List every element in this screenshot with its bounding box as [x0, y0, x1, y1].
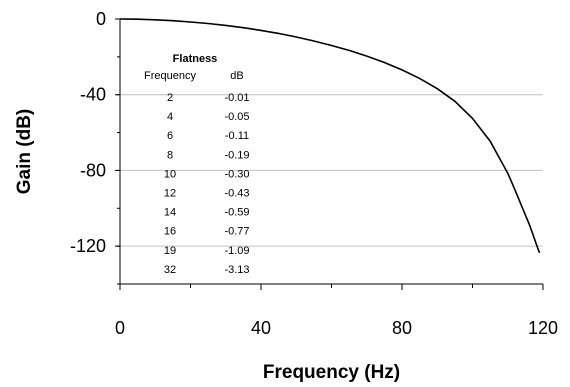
x-tick-label: 120 — [528, 318, 558, 338]
flatness-table: Flatness Frequency dB 2 -0.01 4 -0.05 6 -0.11 8 -0… — [144, 53, 250, 276]
y-axis-title: Gain (dB) — [14, 109, 35, 195]
x-tick-label: 80 — [392, 318, 412, 338]
inset-table-title: Flatness — [173, 53, 218, 65]
inset-cell-frequency: 4 — [167, 111, 173, 123]
y-tick-label: 0 — [96, 9, 106, 29]
inset-cell-db: -0.43 — [224, 188, 249, 200]
inset-cell-frequency: 19 — [164, 245, 176, 257]
inset-header-db: dB — [230, 70, 243, 82]
gridlines — [120, 95, 543, 246]
x-tick-label: 40 — [251, 318, 271, 338]
inset-cell-db: -1.09 — [224, 245, 249, 257]
x-tick-label: 0 — [115, 318, 125, 338]
inset-cell-db: -0.01 — [224, 92, 249, 104]
inset-cell-frequency: 12 — [164, 188, 176, 200]
inset-header-frequency: Frequency — [144, 70, 196, 82]
y-tick-label: -80 — [80, 160, 106, 180]
inset-cell-db: -0.11 — [225, 130, 249, 142]
inset-cell-frequency: 32 — [164, 264, 176, 276]
tick-labels: 0 -40 -80 -120 0 40 80 120 — [70, 9, 558, 338]
y-tick-label: -40 — [80, 85, 106, 105]
inset-cell-frequency: 14 — [164, 207, 176, 219]
inset-cell-frequency: 8 — [167, 149, 173, 161]
inset-cell-frequency: 2 — [167, 92, 173, 104]
inset-cell-db: -0.59 — [224, 207, 249, 219]
inset-cell-frequency: 6 — [167, 130, 173, 142]
inset-cell-db: -0.19 — [224, 149, 249, 161]
inset-cell-db: -3.13 — [224, 264, 249, 276]
inset-cell-db: -0.05 — [224, 111, 249, 123]
x-axis-title: Frequency (Hz) — [263, 362, 400, 383]
inset-cell-db: -0.77 — [224, 226, 249, 238]
y-tick-label: -120 — [70, 236, 106, 256]
inset-cell-frequency: 10 — [164, 168, 176, 180]
inset-cell-db: -0.30 — [224, 168, 249, 180]
inset-cell-frequency: 16 — [164, 226, 176, 238]
